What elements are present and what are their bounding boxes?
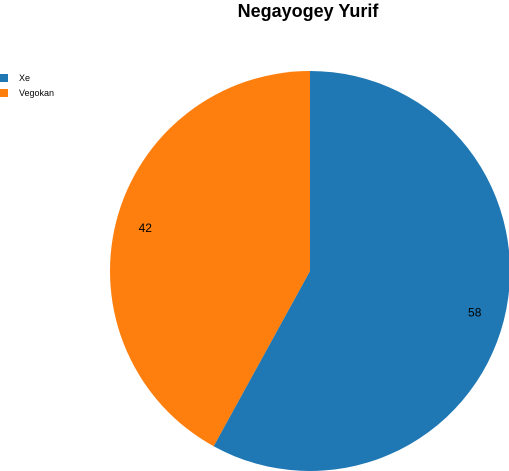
slice-value-label-vegokan: 42 xyxy=(139,221,153,235)
legend-item-xe: Xe xyxy=(0,70,54,85)
chart-title: Negayogey Yurif xyxy=(237,1,379,21)
legend-swatch-vegokan xyxy=(0,88,8,97)
legend: Xe Vegokan xyxy=(0,70,54,100)
legend-swatch-xe xyxy=(0,73,8,82)
pie-slice-xe xyxy=(213,71,509,471)
legend-item-vegokan: Vegokan xyxy=(0,85,54,100)
slice-value-label-xe: 58 xyxy=(468,305,482,319)
pie-slice-vegokan xyxy=(110,71,310,447)
legend-label-xe: Xe xyxy=(19,72,31,83)
legend-label-vegokan: Vegokan xyxy=(19,87,55,98)
